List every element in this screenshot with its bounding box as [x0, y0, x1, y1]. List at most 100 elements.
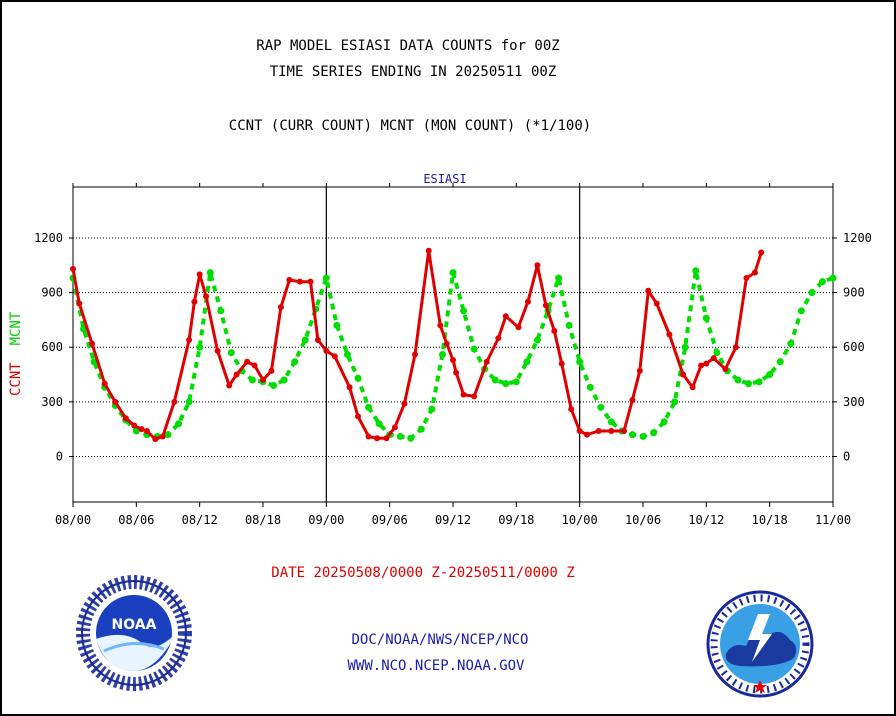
ccnt-point [143, 427, 150, 434]
x-tick-label: 09/12 [435, 513, 471, 527]
mcnt-point [365, 403, 373, 411]
date-range-label: DATE 20250508/0000 Z-20250511/0000 Z [271, 565, 575, 581]
x-tick-label: 10/12 [688, 513, 724, 527]
ccnt-point [277, 304, 284, 311]
mcnt-point [776, 358, 784, 366]
mcnt-point [132, 427, 140, 435]
y-tick-label: 0 [56, 449, 63, 463]
ccnt-point [425, 247, 432, 254]
mcnt-point [502, 380, 510, 388]
ccnt-point [584, 431, 591, 438]
ccnt-point [171, 398, 178, 405]
chart-title-line3: CCNT (CURR COUNT) MCNT (MON COUNT) (*1/1… [228, 118, 592, 134]
ccnt-point [621, 427, 627, 434]
ccnt-point [558, 360, 565, 367]
ccnt-point [226, 382, 233, 389]
x-tick-label: 10/00 [562, 513, 598, 527]
mcnt-point [343, 351, 351, 359]
ccnt-point [191, 298, 198, 305]
mcnt-point [301, 336, 309, 344]
x-tick-label: 11/00 [815, 513, 851, 527]
ccnt-point [89, 340, 95, 347]
ccnt-point [576, 427, 583, 434]
ccnt-point [524, 298, 531, 305]
x-tick-label: 08/00 [55, 513, 91, 527]
mcnt-point [291, 358, 299, 366]
mcnt-point [797, 307, 805, 315]
ccnt-point [515, 324, 522, 331]
ccnt-point [732, 344, 739, 351]
mcnt-point [248, 376, 256, 384]
ccnt-point [453, 369, 460, 376]
ccnt-point [323, 347, 330, 354]
mcnt-point [512, 378, 520, 386]
mcnt-point [407, 434, 415, 442]
ccnt-point [260, 377, 266, 384]
mcnt-point [755, 378, 763, 386]
mcnt-point [650, 429, 658, 437]
mcnt-point [460, 307, 468, 315]
mcnt-point [681, 343, 689, 351]
ccnt-point [722, 366, 729, 373]
ccnt-point [698, 362, 705, 369]
ccnt-point [437, 322, 444, 329]
mcnt-point [206, 269, 214, 277]
ccnt-point [383, 435, 390, 442]
ccnt-point [138, 426, 145, 433]
ccnt-point [159, 433, 166, 440]
ccnt-point [645, 287, 652, 294]
y-tick-label-right: 1200 [843, 231, 872, 245]
y-tick-label-right: 0 [843, 449, 850, 463]
ccnt-point [331, 353, 338, 360]
ccnt-point [346, 384, 353, 391]
mcnt-point [586, 383, 594, 391]
ccnt-point [196, 271, 203, 278]
ccnt-point [689, 384, 696, 391]
ccnt-point [101, 380, 108, 387]
ccnt-point [412, 351, 418, 358]
ccnt-point [374, 435, 380, 442]
x-tick-label: 10/06 [625, 513, 661, 527]
mcnt-point [227, 349, 235, 357]
ccnt-point [534, 262, 541, 269]
mcnt-point [185, 398, 193, 406]
ccnt-point [296, 278, 303, 285]
ccnt-point [751, 269, 758, 276]
ccnt-point [122, 415, 129, 422]
mcnt-point [523, 358, 531, 366]
mcnt-point [428, 405, 436, 413]
mcnt-point [217, 307, 225, 315]
ccnt-point [314, 336, 321, 343]
ccnt-point [460, 391, 467, 398]
credit-line2: WWW.NCO.NCEP.NOAA.GOV [347, 658, 525, 674]
ccnt-point [703, 360, 710, 367]
ccnt-point [636, 367, 643, 374]
mcnt-point [787, 340, 795, 348]
x-tick-label: 09/00 [308, 513, 344, 527]
ccnt-point [365, 433, 372, 440]
mcnt-point [766, 371, 774, 379]
x-tick-label: 08/06 [118, 513, 154, 527]
mcnt-point [818, 278, 826, 286]
mcnt-point [491, 376, 499, 384]
ccnt-point [131, 422, 138, 429]
mcnt-point [628, 431, 636, 439]
mcnt-point [438, 351, 446, 359]
ccnt-point [653, 300, 660, 307]
mcnt-point [322, 274, 330, 282]
y-tick-label: 600 [41, 340, 63, 354]
ccnt-point [680, 371, 687, 378]
ccnt-point [495, 335, 502, 342]
mcnt-point [576, 358, 584, 366]
x-tick-label: 10/18 [752, 513, 788, 527]
y-tick-label-right: 300 [843, 395, 865, 409]
mcnt-point [280, 376, 288, 384]
y-tick-label: 1200 [34, 231, 63, 245]
credit-line1: DOC/NOAA/NWS/NCEP/NCO [351, 632, 529, 648]
mcnt-point [745, 380, 753, 388]
mcnt-point [597, 403, 605, 411]
ccnt-point [251, 362, 258, 369]
ccnt-point [542, 302, 549, 309]
ccnt-point [568, 406, 575, 413]
